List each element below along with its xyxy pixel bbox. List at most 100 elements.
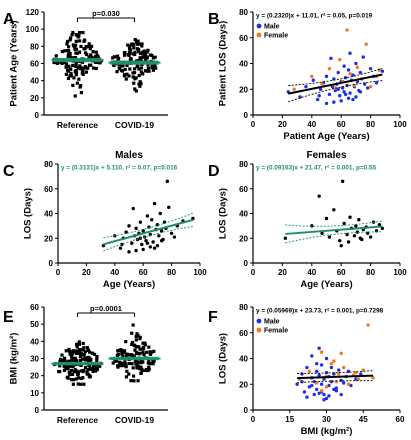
data-point-e [83,356,87,360]
panel-title-c: Males [115,150,143,161]
data-point-b [355,65,360,70]
data-point-c [157,234,161,238]
data-point-e [129,379,133,383]
data-point-b [346,68,351,72]
data-point-e [111,361,115,365]
x-tick-label-b: 60 [337,120,346,129]
data-point-e [91,364,96,368]
data-point-a [136,39,140,43]
data-point-a [139,81,143,86]
data-point-e [77,340,81,344]
data-point-a [130,42,134,46]
data-point-f [337,372,341,376]
data-point-d [345,232,349,237]
data-point-f [346,382,351,386]
data-point-a [140,42,144,46]
data-point-d [339,243,343,248]
data-point-f [371,376,375,380]
y-tick-label-d: 80 [239,160,248,169]
data-point-a [66,64,70,68]
data-point-e [92,352,97,356]
data-point-e [125,369,129,373]
data-point-a [131,52,135,56]
data-point-d [332,208,336,212]
data-point-c [134,248,138,253]
data-point-a [94,66,98,71]
data-point-e [94,366,99,370]
ci-curve-upper-c [103,212,194,239]
data-point-d [324,216,329,221]
data-point-e [143,368,148,372]
data-point-c [167,205,171,210]
data-point-f [305,365,309,370]
data-point-e [133,343,137,347]
data-point-a [147,69,151,73]
data-point-e [121,354,125,359]
y-axis-label-f: LOS (Days) [218,333,229,384]
data-point-f [295,382,299,386]
data-point-a [73,43,78,47]
data-point-b [380,69,385,73]
data-point-e [85,370,89,374]
data-point-a [123,51,127,55]
data-point-a [87,63,92,67]
data-point-c [124,230,128,234]
data-point-b [315,97,320,102]
data-point-a [64,72,68,76]
data-point-a [81,66,85,70]
data-point-f [366,323,370,327]
data-point-b [354,61,358,66]
data-point-a [139,66,144,70]
ci-curve-lower-d [285,231,383,244]
data-point-e [58,359,62,363]
data-point-e [136,345,140,349]
data-point-b [348,72,352,76]
data-point-a [133,38,137,42]
data-point-a [54,54,58,58]
x-tick-label-f: 30 [322,415,331,424]
y-tick-label-d: 60 [239,185,248,194]
regression-line-f [297,374,374,380]
data-point-f [319,363,324,367]
data-point-c [120,242,124,247]
data-point-a [77,66,81,70]
data-point-a [74,68,78,73]
data-point-b [374,81,379,85]
y-axis-label-b: Patient LOS (Days) [218,21,229,107]
data-point-a [127,74,131,78]
data-point-e [124,375,129,379]
legend-marker-f [256,327,262,333]
data-point-a [84,44,89,49]
data-point-e [136,333,140,338]
data-point-e [127,353,131,357]
data-point-f [359,372,363,376]
y-tick-label-f: 20 [239,380,248,389]
data-point-a [150,64,155,68]
data-point-a [133,87,137,91]
data-point-e [74,377,78,381]
data-point-e [85,346,89,350]
data-point-e [73,357,78,361]
data-point-f [324,356,329,361]
data-point-c [172,235,177,239]
data-point-e [60,353,64,357]
data-point-e [127,372,131,376]
data-point-a [111,56,115,60]
data-point-a [68,55,72,59]
data-point-a [65,42,69,46]
x-tick-label-f: 0 [251,415,256,424]
data-point-e [88,367,92,371]
data-point-e [88,357,92,361]
data-point-c [169,231,174,235]
data-point-c [148,245,152,249]
data-point-f [327,394,331,398]
data-point-a [77,31,82,35]
data-point-c [155,243,160,248]
data-point-e [120,352,124,356]
data-point-f [300,372,304,376]
data-point-e [76,342,80,346]
data-point-a [75,81,79,85]
y-tick-label-a: 60 [30,60,39,69]
data-point-e [122,350,126,354]
data-point-e [113,359,117,364]
